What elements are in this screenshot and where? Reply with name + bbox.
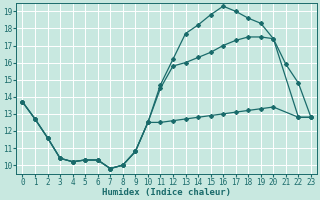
X-axis label: Humidex (Indice chaleur): Humidex (Indice chaleur) [102, 188, 231, 197]
